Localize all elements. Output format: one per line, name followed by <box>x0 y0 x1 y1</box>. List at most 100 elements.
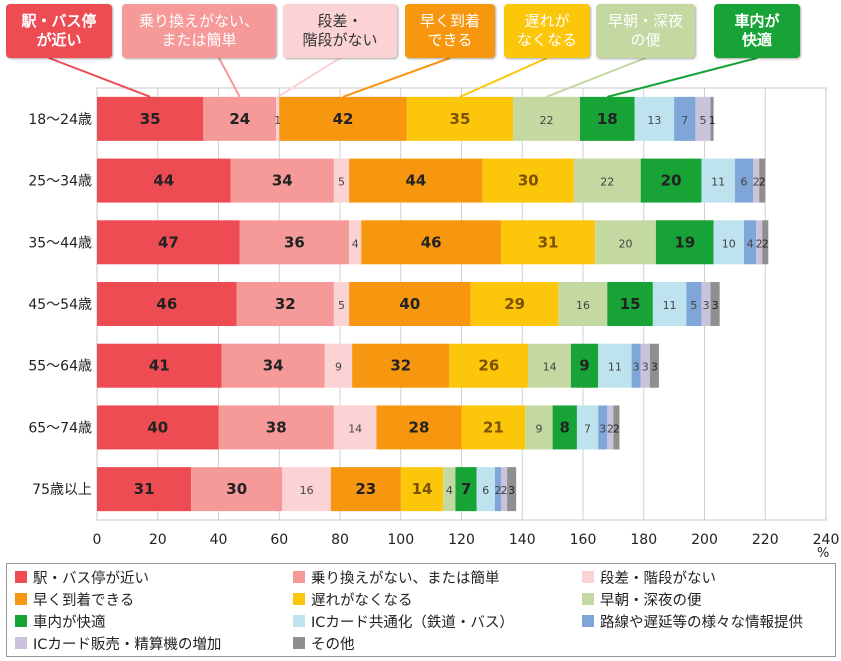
bar-segment <box>443 467 456 512</box>
data-label: 34 <box>263 357 284 375</box>
bar-segment <box>759 158 766 203</box>
bar-segment <box>701 158 735 203</box>
data-label: 32 <box>390 357 411 375</box>
bar-segment <box>573 158 641 203</box>
x-tick-label: 220 <box>752 532 779 548</box>
bar-segment <box>97 96 204 141</box>
bar-segment <box>97 405 219 450</box>
x-tick-label: 200 <box>691 532 718 548</box>
bar-segment <box>333 405 377 450</box>
data-label: 7 <box>584 422 591 435</box>
data-label: 13 <box>647 114 661 127</box>
legend-swatch <box>293 637 305 649</box>
data-label: 5 <box>338 176 345 189</box>
legend-swatch <box>15 571 27 583</box>
data-label: 2 <box>613 422 620 435</box>
bar-segment <box>97 220 240 265</box>
bar-segment <box>279 96 407 141</box>
legend-item: 段差・階段がない <box>582 567 716 587</box>
bar-segment <box>470 282 559 326</box>
x-axis-ticks: 0 20 40 60 80 100 120 140 160 180 200 220 240 <box>93 532 840 548</box>
data-label: 34 <box>272 172 293 190</box>
data-label: 35 <box>140 110 161 128</box>
callout-box: 車内が 快適 <box>714 4 800 58</box>
legend-swatch <box>582 571 594 583</box>
callout-box: 早朝・深夜 の便 <box>596 4 695 58</box>
legend-label: その他 <box>311 636 355 653</box>
bar-segment <box>97 282 237 326</box>
x-tick-label: 240 <box>813 532 840 548</box>
data-label: 3 <box>642 361 649 374</box>
data-label: 15 <box>620 295 641 313</box>
x-tick-label: 160 <box>570 532 597 548</box>
data-label: 22 <box>600 176 614 189</box>
bar-segment <box>236 282 334 326</box>
data-label: 8 <box>560 418 570 436</box>
legend-swatch <box>293 571 305 583</box>
bar-segment <box>701 282 711 326</box>
data-label: 3 <box>703 299 710 312</box>
legend-item: 早く到着できる <box>15 589 134 609</box>
data-label: 6 <box>482 484 489 497</box>
data-label: 28 <box>409 418 430 436</box>
bar-segment <box>552 405 577 450</box>
bar-segment <box>634 96 675 141</box>
category-label: 18〜24歳 <box>28 112 92 128</box>
data-label: 2 <box>753 176 760 189</box>
bar-segment <box>361 220 501 265</box>
data-label: 36 <box>284 233 305 251</box>
category-label: 55〜64歳 <box>28 359 92 375</box>
data-label: 14 <box>543 361 557 374</box>
bar-segment <box>513 96 580 141</box>
data-label: 11 <box>608 361 622 374</box>
data-label: 2 <box>759 176 766 189</box>
callout-leader <box>218 57 241 98</box>
category-labels: 18〜24歳 25〜34歳 35〜44歳 45〜54歳 55〜64歳 65〜74歳 75歳以… <box>28 112 92 498</box>
data-label: 1 <box>274 114 281 127</box>
data-label: 20 <box>661 172 682 190</box>
bar-segment <box>333 158 350 203</box>
bar-segment <box>449 343 529 388</box>
data-label: 3 <box>633 361 640 374</box>
bar-segment <box>558 282 608 326</box>
bar-segment <box>710 282 720 326</box>
callout-leader <box>277 57 341 98</box>
callout-leader <box>459 57 548 98</box>
data-label: 5 <box>338 299 345 312</box>
bar-segment <box>713 220 744 265</box>
data-label: 29 <box>504 295 525 313</box>
bar-segment <box>218 405 334 450</box>
data-label: 38 <box>266 418 287 436</box>
callout-box: 早く到着 できる <box>405 4 495 58</box>
bar-segment <box>461 405 526 450</box>
callout-box: 遅れが なくなる <box>504 4 590 58</box>
data-label: 14 <box>412 480 433 498</box>
legend-item: 早朝・深夜の便 <box>582 589 702 609</box>
bar-segment <box>97 467 192 512</box>
data-label: 30 <box>226 480 247 498</box>
legend-swatch <box>293 593 305 605</box>
legend-swatch <box>293 615 305 627</box>
data-label: 19 <box>674 233 695 251</box>
data-label: 14 <box>348 422 362 435</box>
callout-leader <box>342 57 451 98</box>
x-tick-label: 120 <box>448 532 475 548</box>
bar-segment <box>640 158 702 203</box>
bar-segment <box>570 343 599 388</box>
data-label: 5 <box>699 114 706 127</box>
bar-segment <box>349 220 362 265</box>
category-label: 25〜34歳 <box>28 174 92 190</box>
legend-item: 路線や遅延等の様々な情報提供 <box>582 611 803 631</box>
bar-segment <box>191 467 283 512</box>
data-label: 3 <box>651 361 658 374</box>
data-label: 2 <box>501 484 508 497</box>
callout-box: 駅・バス停 が近い <box>6 4 112 58</box>
bar-segment <box>743 220 757 265</box>
data-label: 2 <box>762 237 769 250</box>
bar-segment <box>500 220 596 265</box>
bar-segment <box>507 467 517 512</box>
legend-label: 路線や遅延等の様々な情報提供 <box>600 614 803 631</box>
legend-item: 遅れがなくなる <box>293 589 413 609</box>
bar-segment <box>376 405 462 450</box>
data-label: 44 <box>153 172 174 190</box>
